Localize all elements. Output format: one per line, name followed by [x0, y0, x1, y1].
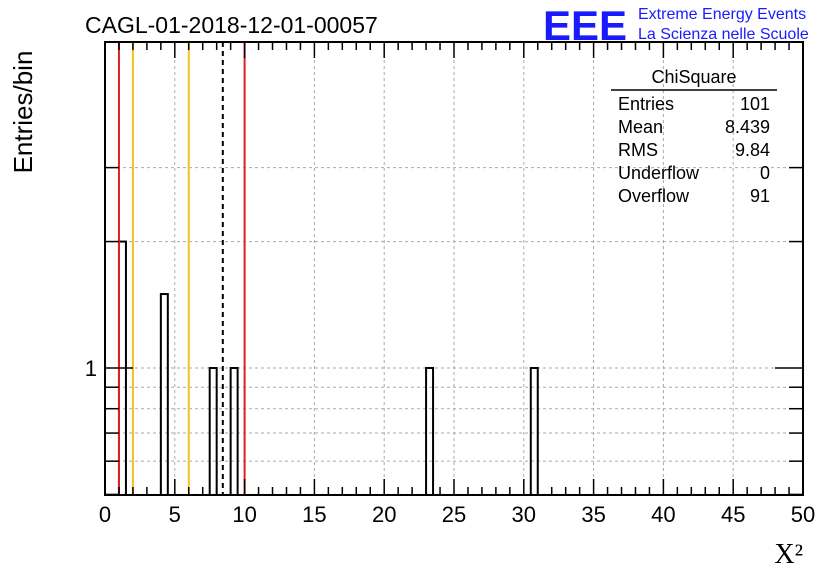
axis-ticks: 0 5 10 15 20 25 30 35 40 45 50 1: [85, 42, 815, 527]
x-tick-label: 15: [302, 502, 326, 527]
stats-value-mean: 8.439: [725, 117, 770, 137]
logo-line2: La Scienza nelle Scuole: [638, 26, 809, 43]
stats-value-underflow: 0: [760, 163, 770, 183]
chart-title: CAGL-01-2018-12-01-00057: [85, 12, 378, 38]
x-tick-label: 30: [512, 502, 536, 527]
eee-logo: EEE Extreme Energy Events La Scienza nel…: [543, 2, 809, 49]
stats-value-rms: 9.84: [735, 140, 770, 160]
stats-label-underflow: Underflow: [618, 163, 700, 183]
x-tick-label: 50: [791, 502, 815, 527]
stats-label-entries: Entries: [618, 94, 674, 114]
stats-box: ChiSquare Entries 101 Mean 8.439 RMS 9.8…: [611, 67, 777, 206]
stats-label-overflow: Overflow: [618, 186, 690, 206]
x-tick-label: 10: [232, 502, 256, 527]
x-tick-label: 20: [372, 502, 396, 527]
x-tick-label: 5: [169, 502, 181, 527]
y-tick-label: 1: [85, 356, 97, 381]
stats-label-rms: RMS: [618, 140, 658, 160]
stats-value-entries: 101: [740, 94, 770, 114]
stats-label-mean: Mean: [618, 117, 663, 137]
x-axis-label: X²: [774, 539, 803, 570]
x-tick-label: 45: [721, 502, 745, 527]
reference-lines: [117, 42, 246, 495]
x-tick-label: 35: [581, 502, 605, 527]
x-tick-label: 0: [99, 502, 111, 527]
stats-title: ChiSquare: [651, 67, 736, 87]
x-tick-label: 40: [651, 502, 675, 527]
logo-line1: Extreme Energy Events: [638, 6, 806, 23]
stats-value-overflow: 91: [750, 186, 770, 206]
histogram-bar: [159, 293, 169, 496]
x-tick-label: 25: [442, 502, 466, 527]
y-axis-label: Entries/bin: [8, 51, 38, 174]
